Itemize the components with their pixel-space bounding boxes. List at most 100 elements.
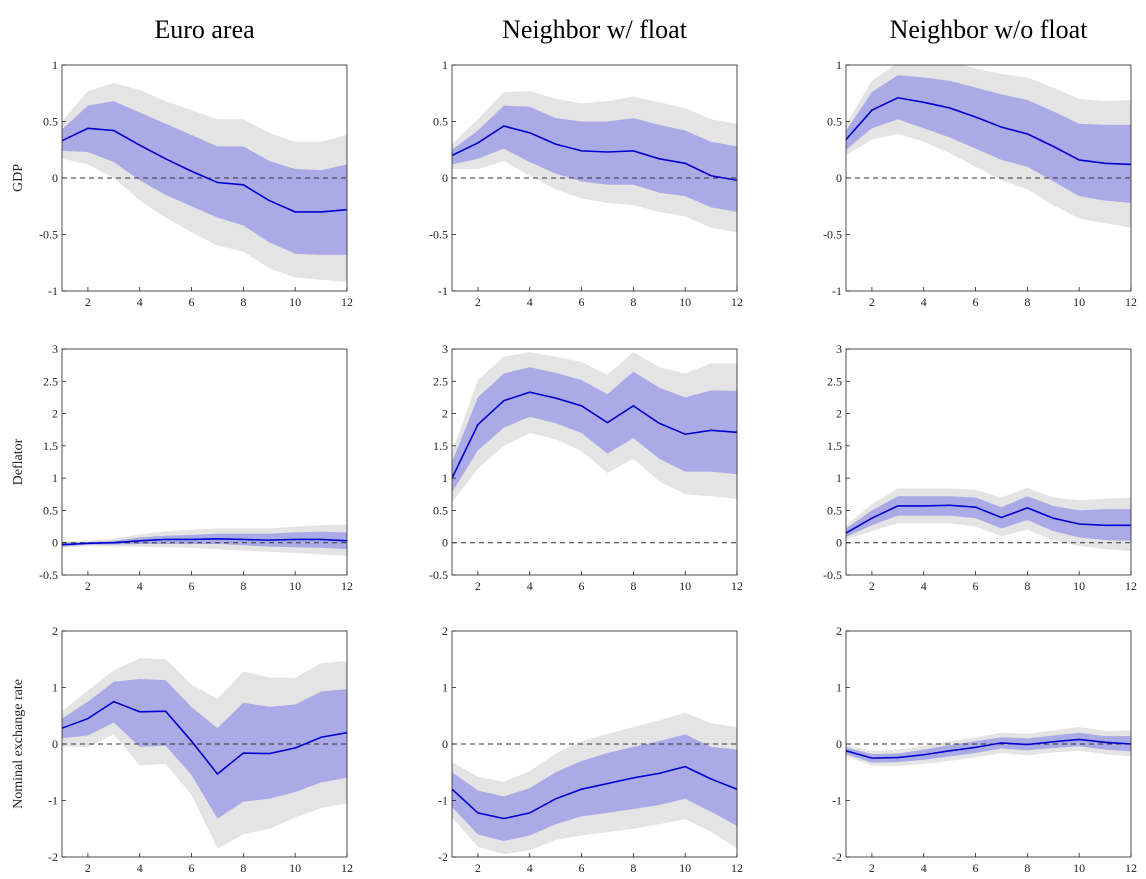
axes-frame: [451, 348, 738, 576]
x-tick-label: 12: [341, 295, 353, 309]
irf-line: [846, 738, 1131, 759]
x-tick-label: 12: [341, 861, 353, 875]
plot-area: [452, 90, 737, 233]
panel: Neighbor w/ float-1-0.500.512 4 6 8 10 12: [429, 15, 743, 309]
x-tick-label: 8: [630, 579, 636, 593]
y-tick-label: 2: [52, 624, 58, 638]
x-tick-label: 10: [679, 579, 691, 593]
x-tick-label: 8: [1024, 579, 1030, 593]
inner-band: [452, 367, 737, 493]
irf-line: [62, 538, 347, 546]
x-tick-label: 4: [921, 861, 927, 875]
x-tick-label: 10: [679, 295, 691, 309]
x-tick-label: 4: [921, 579, 927, 593]
plot-area: [62, 83, 347, 282]
y-tick-label: 2: [836, 624, 842, 638]
y-tick-label: 0.5: [433, 503, 448, 517]
y-tick-label: 0: [52, 536, 58, 550]
x-tick-label: 6: [579, 295, 585, 309]
y-tick-label: 2: [836, 407, 842, 421]
column-title: Neighbor w/o float: [890, 15, 1089, 44]
y-tick-label: 2.5: [43, 374, 58, 388]
panel: -0.5 0 0.5 1 1.5 2 2.5 3 2 4 6 8 10 12: [823, 342, 1137, 593]
y-tick-label: 1: [836, 58, 842, 72]
y-tick-label: 1: [52, 58, 58, 72]
inner-band: [846, 496, 1131, 541]
y-tick-label: 2.5: [827, 374, 842, 388]
y-tick-label: -0.5: [823, 228, 842, 242]
x-tick-label: 4: [527, 861, 533, 875]
inner-band: [452, 105, 737, 212]
y-tick-label: 0: [836, 536, 842, 550]
axes-frame: [845, 348, 1132, 576]
panel: -0.5 0 0.5 1 1.5 2 2.5 3 2 4 6 8 10 12: [429, 342, 743, 593]
y-tick-label: -0.5: [39, 568, 58, 582]
y-tick-label: 2: [442, 407, 448, 421]
panel: Neighbor w/o float-1-0.500.512 4 6 8 10 12: [823, 15, 1137, 309]
x-tick-label: 12: [731, 295, 743, 309]
x-tick-label: 2: [475, 579, 481, 593]
x-tick-label: 2: [85, 295, 91, 309]
y-tick-label: -0.5: [39, 228, 58, 242]
y-tick-label: 2: [52, 407, 58, 421]
y-tick-label: 1: [52, 681, 58, 695]
plot-area: [846, 727, 1131, 767]
y-tick-label: 0: [836, 737, 842, 751]
panel: Deflator -0.5 0 0.5 1 1.5 2 2.5 3 2 4 6 8 10 12: [11, 342, 353, 593]
y-tick-label: 0.5: [43, 115, 58, 129]
x-tick-label: 12: [1125, 295, 1137, 309]
y-tick-label: -1: [48, 284, 58, 298]
x-tick-label: 8: [630, 861, 636, 875]
y-tick-label: -0.5: [429, 568, 448, 582]
x-tick-label: 12: [1125, 579, 1137, 593]
y-tick-label: 0: [836, 171, 842, 185]
x-tick-label: 10: [679, 861, 691, 875]
y-tick-label: 0: [52, 737, 58, 751]
y-tick-label: 0: [52, 171, 58, 185]
x-tick-label: 2: [85, 579, 91, 593]
y-tick-label: -2: [48, 850, 58, 864]
x-tick-label: 8: [240, 579, 246, 593]
x-tick-label: 8: [240, 295, 246, 309]
x-tick-label: 6: [189, 295, 195, 309]
x-tick-label: 4: [137, 579, 143, 593]
plot-area: [846, 65, 1131, 228]
y-tick-label: -2: [438, 850, 448, 864]
x-tick-label: 6: [579, 861, 585, 875]
x-tick-label: 10: [1073, 861, 1085, 875]
y-tick-label: 1.5: [43, 439, 58, 453]
plot-area: [452, 352, 737, 544]
x-tick-label: 10: [289, 579, 301, 593]
x-tick-label: 6: [973, 295, 979, 309]
y-tick-label: 3: [52, 342, 58, 356]
y-tick-label: 1: [442, 681, 448, 695]
x-tick-label: 4: [137, 295, 143, 309]
y-tick-label: -1: [832, 284, 842, 298]
y-tick-label: 0.5: [827, 503, 842, 517]
y-tick-label: 2.5: [433, 374, 448, 388]
inner-band: [62, 101, 347, 255]
irf-line: [452, 391, 737, 479]
inner-band: [62, 679, 347, 819]
x-tick-label: 2: [475, 295, 481, 309]
y-tick-label: 0: [442, 737, 448, 751]
x-tick-label: 8: [1024, 295, 1030, 309]
irf-line: [452, 125, 737, 182]
y-tick-label: -2: [832, 850, 842, 864]
x-tick-label: 10: [1073, 579, 1085, 593]
x-tick-label: 2: [85, 861, 91, 875]
y-tick-label: 1: [52, 471, 58, 485]
irf-line: [846, 504, 1131, 534]
irf-line: [846, 96, 1131, 166]
x-tick-label: 8: [630, 295, 636, 309]
x-tick-label: 12: [1125, 861, 1137, 875]
y-tick-label: 2: [442, 624, 448, 638]
x-tick-label: 12: [341, 579, 353, 593]
y-tick-label: 1.5: [433, 439, 448, 453]
y-tick-label: 1: [836, 681, 842, 695]
y-tick-label: 0.5: [827, 115, 842, 129]
y-tick-label: -0.5: [429, 228, 448, 242]
x-tick-label: 4: [527, 579, 533, 593]
